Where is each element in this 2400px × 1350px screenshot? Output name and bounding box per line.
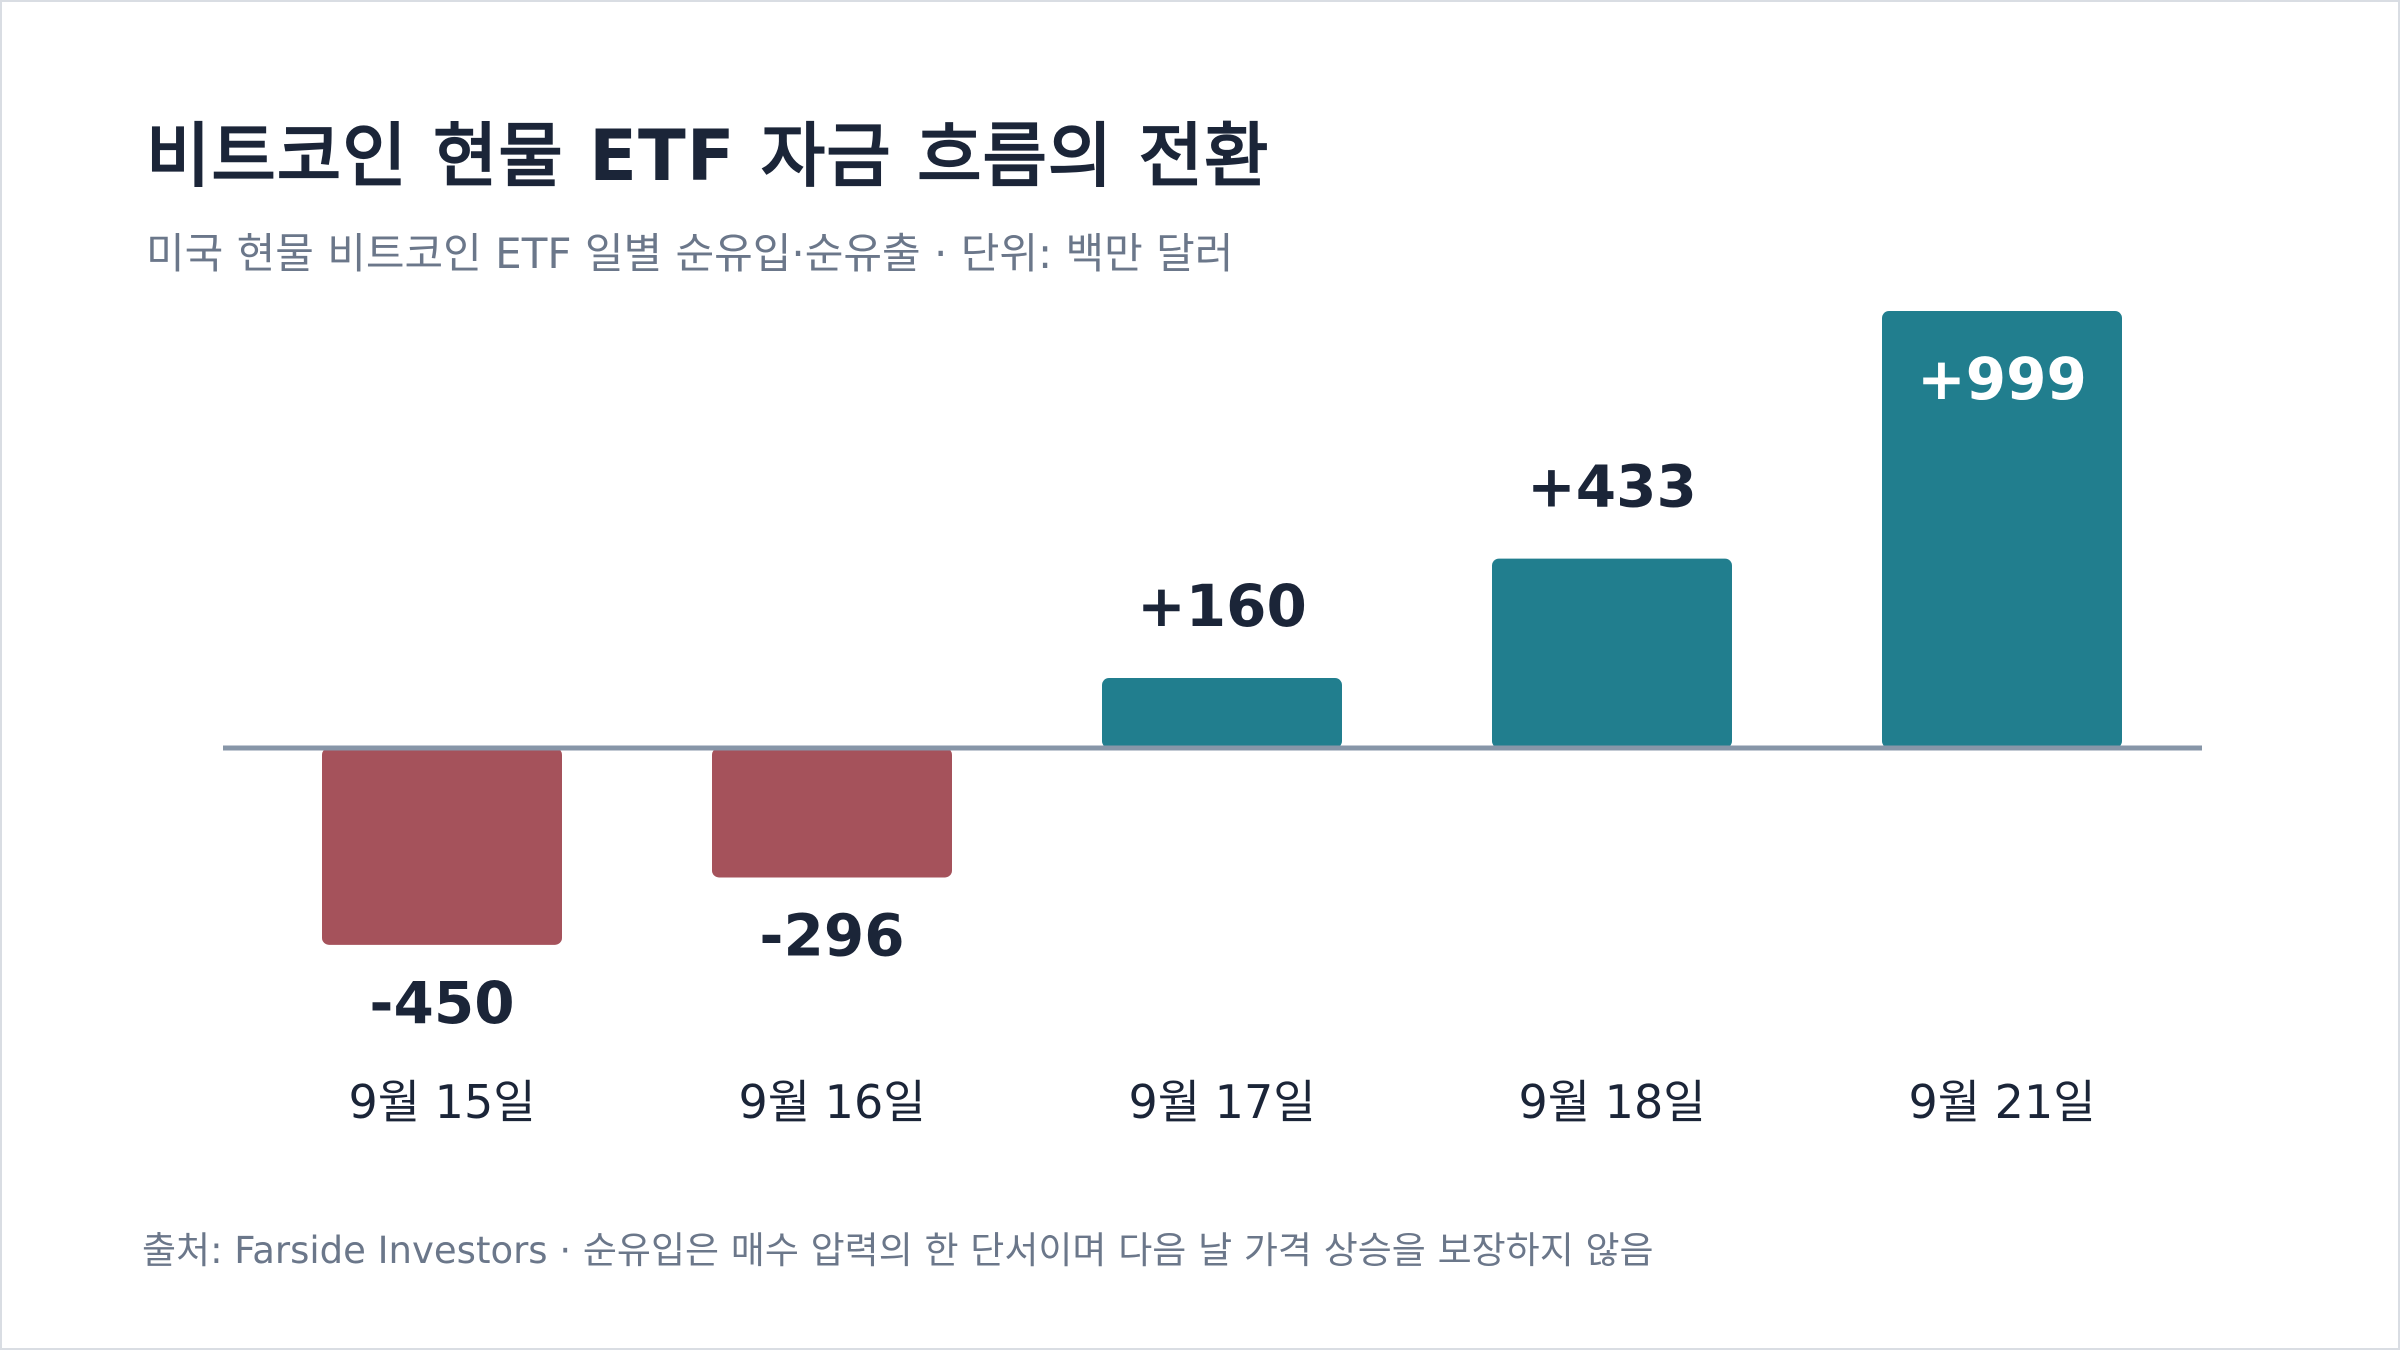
bar-2 [712,748,952,878]
value-label-4: +433 [1527,453,1697,521]
bar-1 [322,748,562,945]
category-label-5: 9월 21일 [1908,1075,2095,1129]
category-label-3: 9월 17일 [1128,1075,1315,1129]
bar-3 [1102,678,1342,748]
value-label-2: -296 [759,901,904,969]
chart-subtitle: 미국 현물 비트코인 ETF 일별 순유입·순유출 · 단위: 백만 달러 [146,229,1234,278]
value-label-5: +999 [1917,345,2087,413]
source-note: 출처: Farside Investors · 순유입은 매수 압력의 한 단서… [142,1229,1654,1272]
bar-5 [1882,311,2122,748]
value-label-1: -450 [369,969,514,1037]
chart-title: 비트코인 현물 ETF 자금 흐름의 전환 [146,115,1270,197]
category-label-2: 9월 16일 [738,1075,925,1129]
category-label-4: 9월 18일 [1518,1075,1705,1129]
value-label-3: +160 [1137,572,1307,640]
bar-4 [1492,558,1732,748]
category-label-1: 9월 15일 [348,1075,535,1129]
